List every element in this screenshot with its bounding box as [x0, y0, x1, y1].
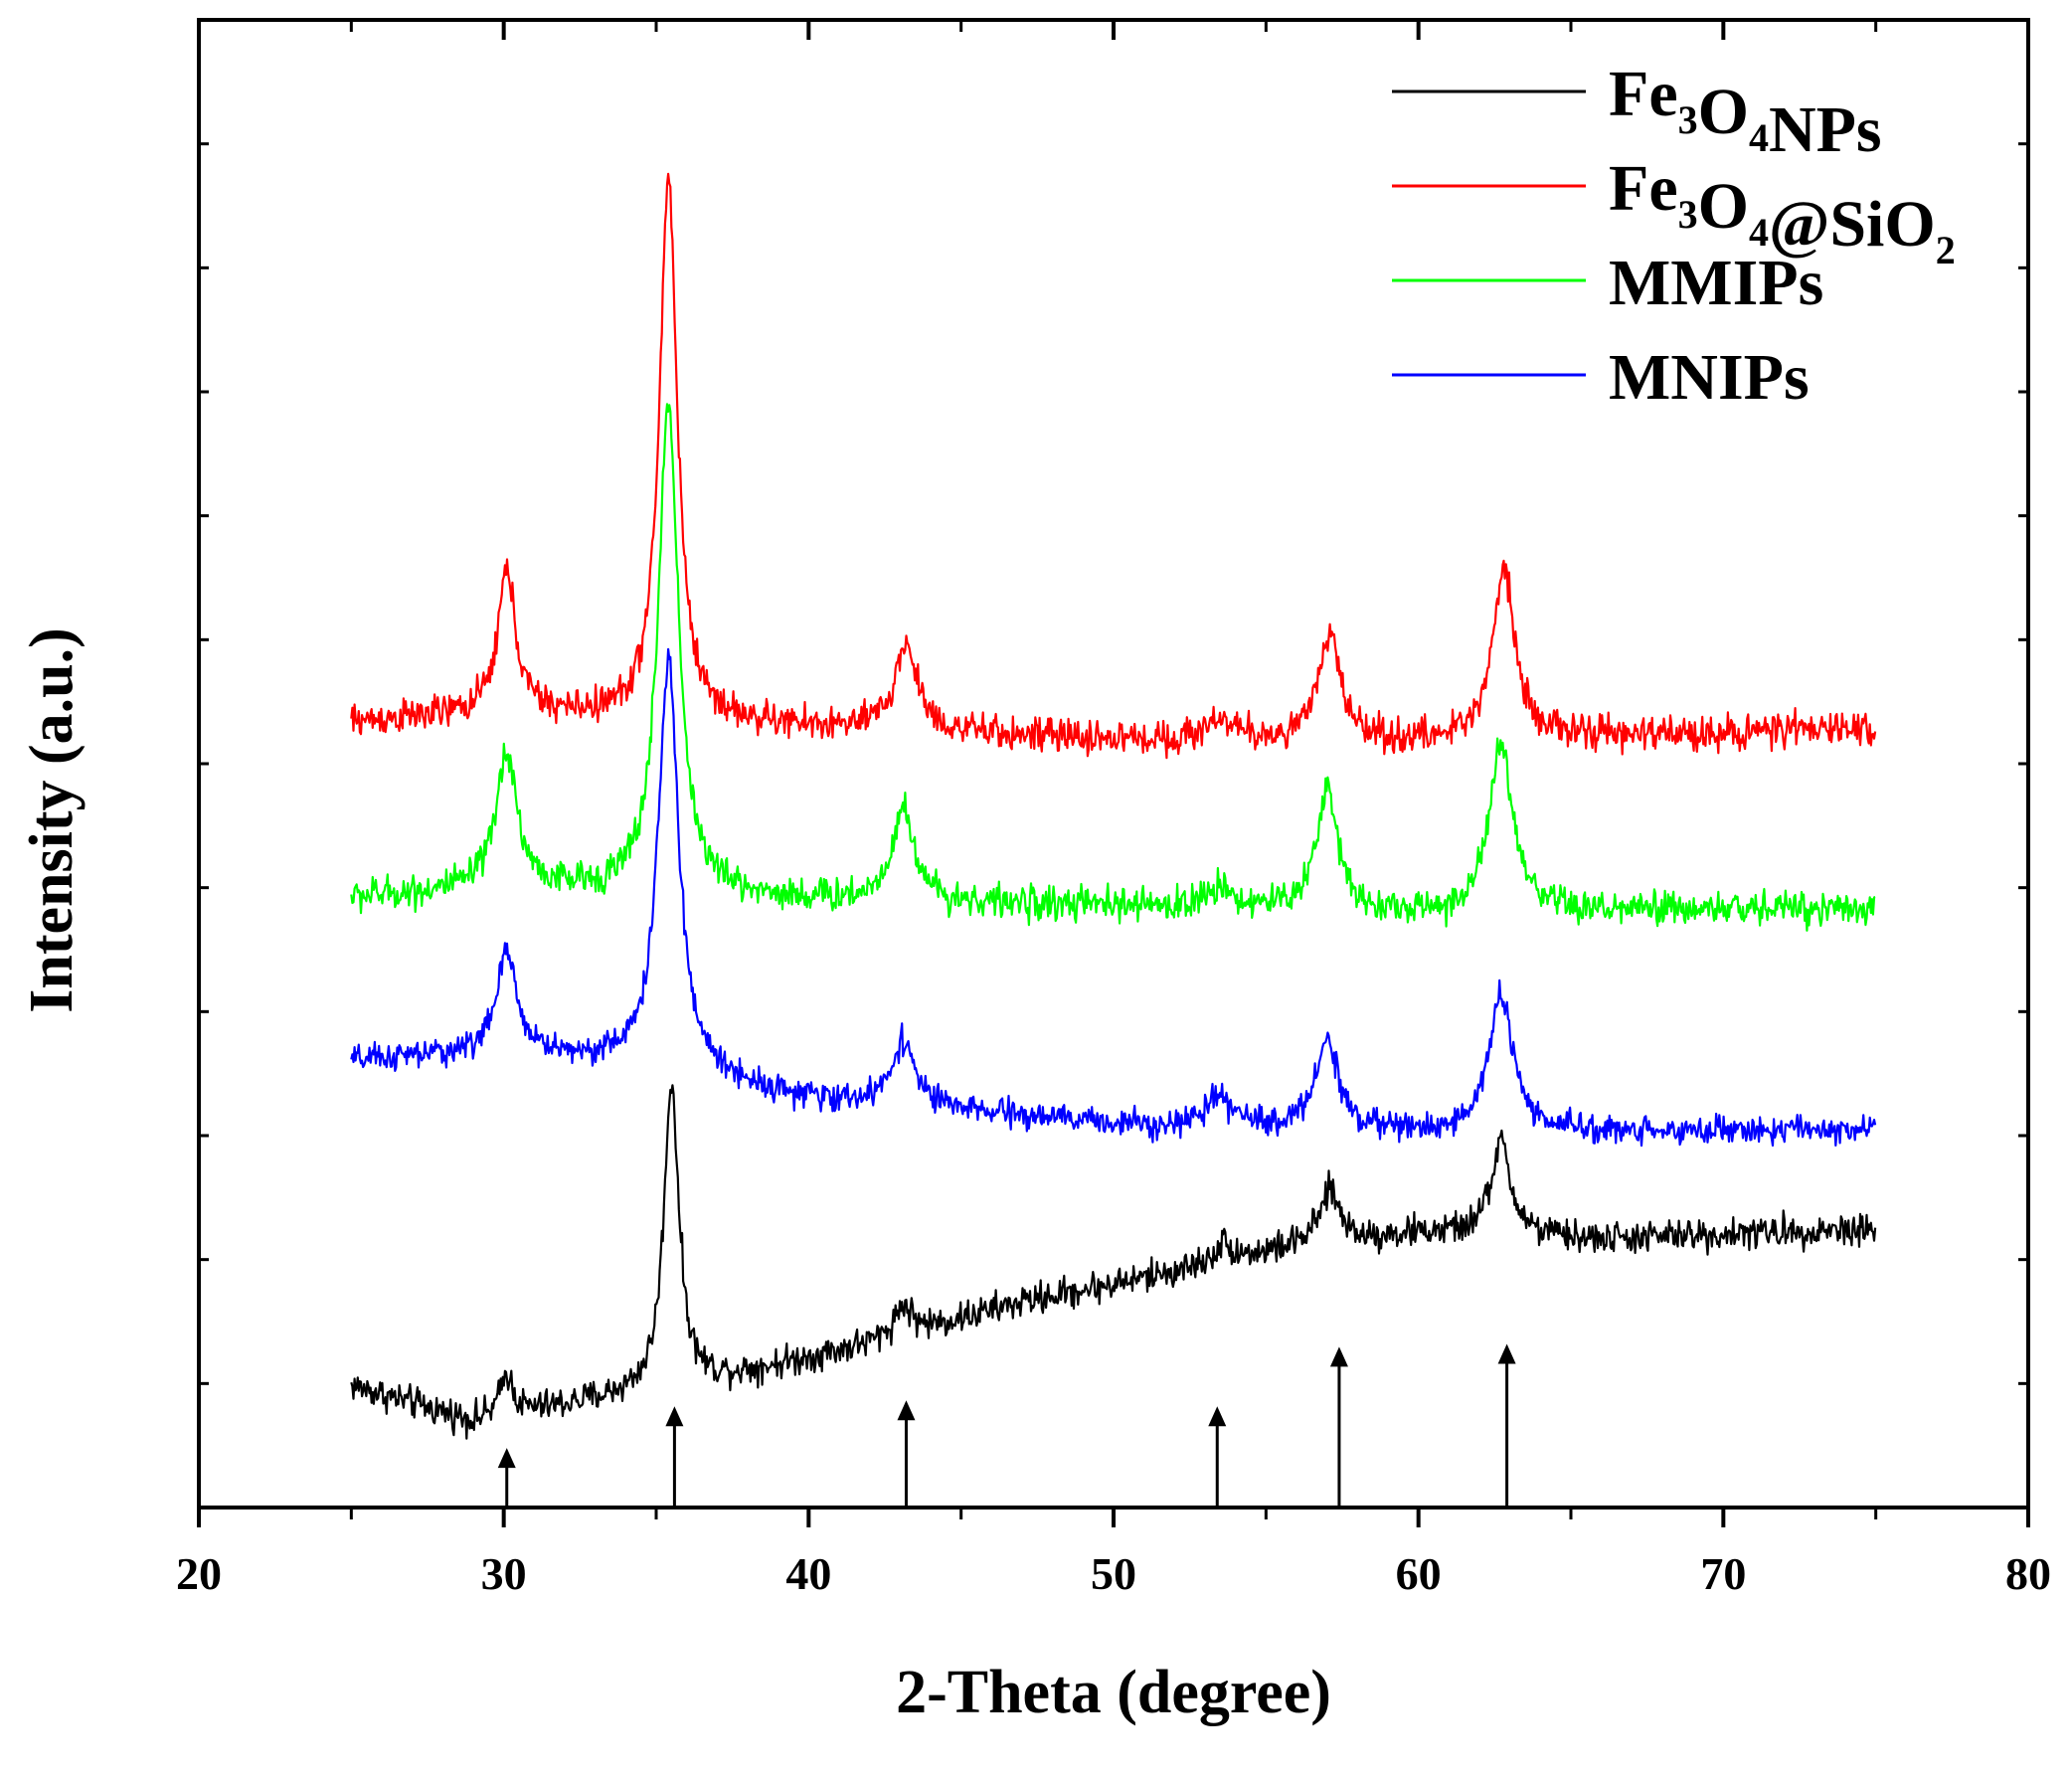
legend-entry: Fe3O4@SiO2	[1392, 152, 1956, 272]
series-line-2	[350, 172, 1877, 760]
legend-label: MMIPs	[1609, 247, 1823, 319]
reference-arrow	[1497, 1343, 1516, 1508]
reference-arrow	[497, 1448, 516, 1508]
legend-entry: MMIPs	[1392, 247, 1823, 319]
series-line-4	[350, 647, 1877, 1148]
reference-arrow	[897, 1400, 916, 1508]
legend-entry: MNIPs	[1392, 341, 1810, 414]
x-tick-label: 50	[1091, 1548, 1136, 1599]
reference-arrow	[665, 1406, 684, 1508]
axis-ticks: 20 30 40 50 60 70 80	[176, 18, 2051, 1599]
y-axis-title: Intensity (a.u.)	[18, 627, 86, 1013]
reference-arrow	[1329, 1346, 1348, 1508]
legend-label: Fe3O4NPs	[1609, 58, 1882, 166]
x-tick-label: 70	[1700, 1548, 1746, 1599]
legend-label: Fe3O4@SiO2	[1609, 152, 1956, 272]
x-tick-label: 60	[1396, 1548, 1442, 1599]
x-tick-label: 40	[785, 1548, 831, 1599]
x-tick-label: 30	[481, 1548, 527, 1599]
x-tick-label: 20	[176, 1548, 222, 1599]
series-line-1	[350, 1084, 1877, 1440]
x-tick-label: 80	[2005, 1548, 2051, 1599]
reference-arrow	[1208, 1406, 1227, 1508]
legend-entry: Fe3O4NPs	[1392, 58, 1882, 166]
reference-arrows	[497, 1343, 1516, 1508]
series-line-3	[350, 403, 1876, 932]
legend-label: MNIPs	[1609, 341, 1810, 414]
series-layer	[350, 172, 1877, 1440]
x-axis-title: 2-Theta (degree)	[896, 1659, 1331, 1726]
